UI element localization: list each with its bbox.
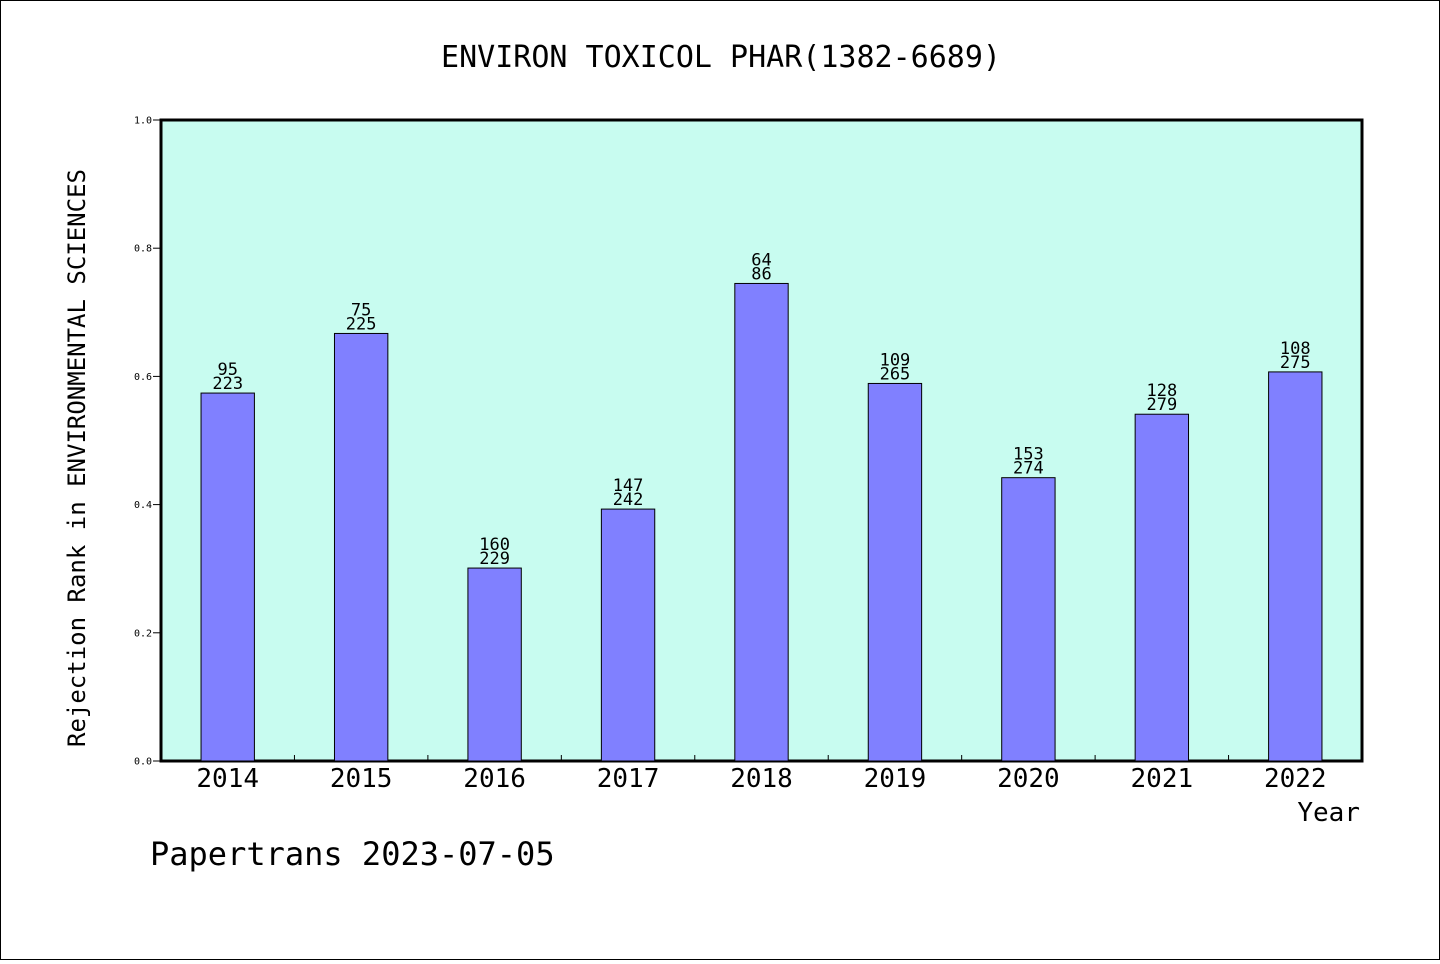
x-tick-label: 2018 [730, 764, 793, 794]
data-label-top: 75 [351, 300, 371, 320]
bar-2017 [600, 508, 656, 762]
x-tick-label: 2022 [1264, 764, 1327, 794]
x-tick-label: 2020 [997, 764, 1060, 794]
x-tick-label: 2019 [864, 764, 927, 794]
x-tick-label: 2015 [330, 764, 393, 794]
data-label-top: 153 [1013, 445, 1044, 465]
data-label-top: 147 [613, 476, 644, 496]
bar-2021 [1134, 413, 1190, 762]
data-label-top: 64 [751, 250, 771, 270]
data-label-bottom: 225 [346, 314, 377, 334]
data-label-bottom: 229 [479, 549, 510, 569]
data-label-top: 128 [1146, 381, 1177, 401]
bar-2020 [1001, 477, 1056, 762]
bar-2015 [333, 332, 389, 762]
data-label-top: 95 [217, 360, 237, 380]
y-tick-label: 0.6 [134, 372, 152, 383]
bar-2016 [467, 567, 522, 762]
y-tick-label: 1.0 [134, 116, 152, 127]
x-tick-label: 2014 [196, 764, 259, 794]
x-tick-label: 2017 [597, 764, 660, 794]
data-label-bottom: 242 [613, 490, 644, 510]
data-label-top: 109 [880, 350, 911, 370]
data-label-top: 108 [1280, 339, 1311, 359]
data-label-bottom: 274 [1013, 459, 1044, 479]
y-axis-label: Rejection Rank in ENVIRONMENTAL SCIENCES [63, 169, 91, 747]
data-label-bottom: 275 [1280, 353, 1311, 373]
footer-credit: Papertrans 2023-07-05 [150, 835, 555, 873]
data-label-bottom: 86 [751, 264, 771, 284]
bar-2022 [1268, 371, 1323, 762]
y-tick-label: 0.8 [134, 244, 152, 255]
bar-2014 [200, 392, 255, 762]
x-tick-label: 2016 [463, 764, 526, 794]
chart-title: ENVIRON TOXICOL PHAR(1382-6689) [441, 40, 1001, 75]
data-label-top: 160 [479, 535, 510, 555]
data-label-bottom: 223 [212, 374, 243, 394]
bar-2019 [867, 382, 923, 762]
y-tick-label: 0.0 [134, 757, 152, 768]
data-label-bottom: 265 [880, 364, 911, 384]
y-tick-label: 0.4 [134, 500, 152, 511]
x-axis-label: Year [1297, 798, 1360, 828]
bar-2018 [734, 282, 789, 762]
y-tick-label: 0.2 [134, 628, 152, 639]
x-tick-label: 2021 [1131, 764, 1194, 794]
data-label-bottom: 279 [1146, 395, 1177, 415]
